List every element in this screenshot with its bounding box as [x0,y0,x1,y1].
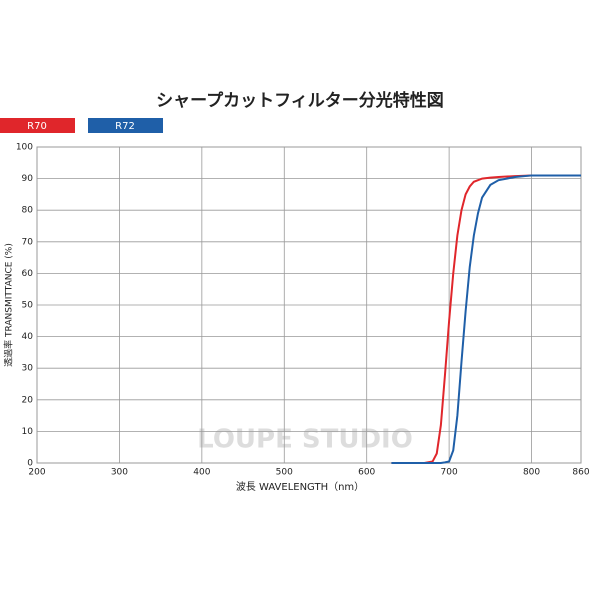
y-tick-label: 20 [22,395,34,405]
y-tick-label: 10 [22,427,34,437]
y-tick-label: 100 [16,143,33,153]
x-tick-label: 300 [111,468,128,478]
legend-label: R70 [27,121,47,132]
line [391,174,581,464]
y-tick-label: 90 [22,174,34,184]
y-tick-label: 70 [22,237,34,247]
watermark: LOUPE STUDIO [197,425,413,455]
legend-swatch [88,118,163,133]
x-axis-label: 波長 WAVELENGTH（nm） [236,480,364,493]
x-tick-label: 800 [523,468,540,478]
y-tick-label: 0 [27,459,33,469]
x-tick-label: 200 [28,468,45,478]
y-axis-label: 透過率 TRANSMITTANCE (%) [3,243,15,367]
x-tick-label: 860 [572,468,589,478]
y-tick-label: 80 [22,206,34,216]
y-tick-label: 50 [22,301,34,311]
x-tick-label: 500 [276,468,293,478]
legend-swatch [0,118,75,133]
line [391,174,581,464]
chart-title: シャープカットフィルター分光特性図 [156,90,444,111]
x-tick-label: 400 [193,468,210,478]
x-tick-label: 600 [358,468,375,478]
y-tick-label: 40 [22,332,34,342]
y-tick-label: 60 [22,269,34,279]
y-tick-label: 30 [22,364,34,374]
x-tick-label: 700 [441,468,458,478]
legend-label: R72 [115,121,135,132]
